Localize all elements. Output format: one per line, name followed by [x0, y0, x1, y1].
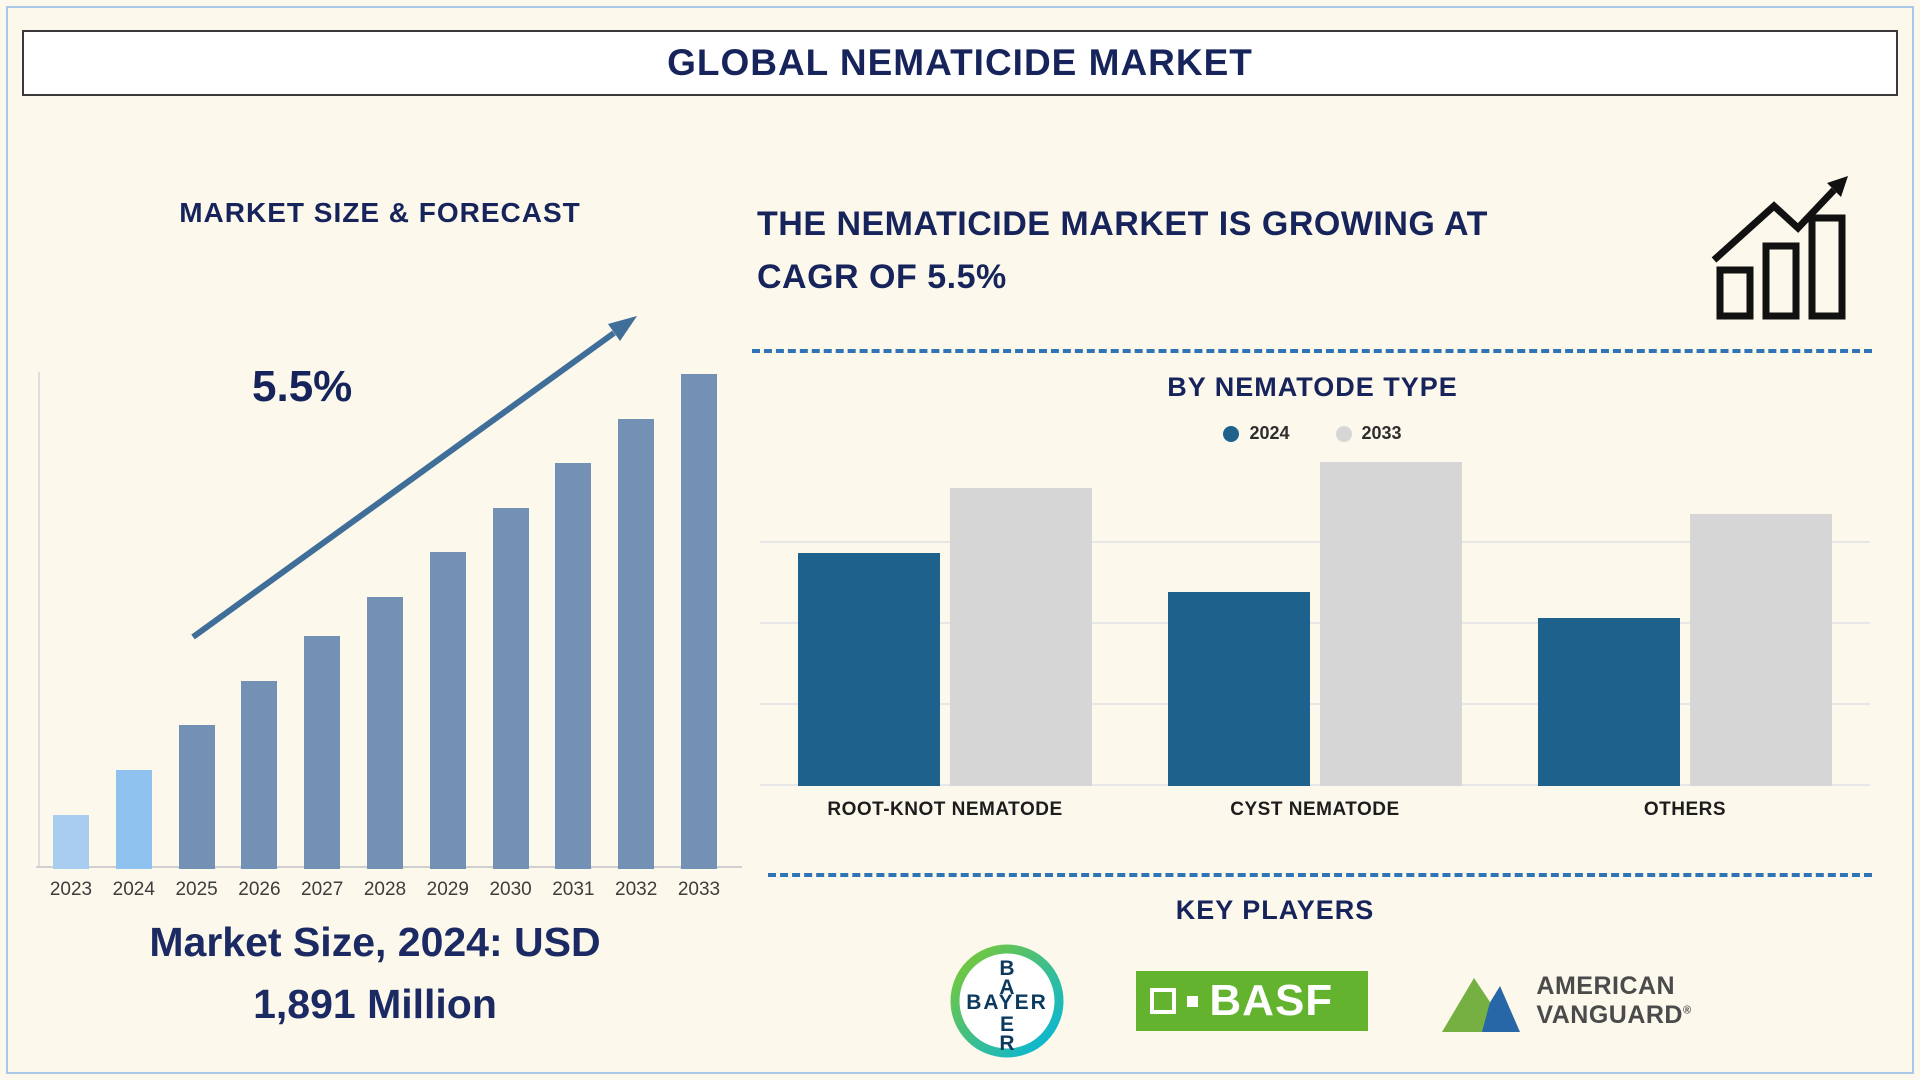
- bayer-letter: R: [1000, 1032, 1015, 1055]
- cagr-headline: THE NEMATICIDE MARKET IS GROWING AT CAGR…: [757, 205, 1488, 296]
- forecast-bar-2028: [366, 597, 403, 869]
- legend-label: 2033: [1361, 423, 1402, 443]
- forecast-year-label: 2032: [615, 879, 658, 900]
- nematode-group-3: OTHERS: [1538, 462, 1832, 834]
- forecast-bar-2031: [555, 463, 592, 869]
- forecast-year-label: 2028: [363, 879, 407, 900]
- nematode-category-label: OTHERS: [1643, 799, 1727, 820]
- legend-dot-icon: [1223, 425, 1240, 442]
- legend-dot-icon: [1335, 425, 1352, 442]
- forecast-heading: MARKET SIZE & FORECAST: [179, 197, 581, 228]
- american-vanguard-logo: AMERICAN VANGUARD®: [1438, 968, 1691, 1034]
- basf-square-icon: [1150, 988, 1177, 1014]
- chart-legend: 2024 2033: [755, 423, 1870, 444]
- forecast-year-label: 2023: [49, 879, 93, 900]
- forecast-bar-group-2033: 2033: [672, 374, 726, 905]
- bar-2033: [1320, 462, 1462, 786]
- forecast-bar-2026: [241, 681, 278, 869]
- forecast-bar-group-2029: 2029: [421, 552, 475, 905]
- header-banner: GLOBAL NEMATICIDE MARKET: [22, 30, 1898, 96]
- forecast-year-label: 2030: [489, 879, 532, 900]
- forecast-bar-group-2027: 2027: [295, 636, 349, 905]
- registered-mark: ®: [1682, 1004, 1692, 1017]
- forecast-bar-2025: [178, 725, 215, 869]
- bayer-letter: A: [1000, 976, 1015, 999]
- forecast-bar-group-2028: 2028: [358, 597, 412, 905]
- bar-2033: [950, 488, 1092, 786]
- amvan-line-2-text: VANGUARD: [1536, 1001, 1683, 1029]
- forecast-bar-chart: 2023 2024 2025 2026 2027 2028 2029 2030 2031 2032…: [40, 372, 730, 905]
- nematode-category-label: ROOT-KNOT NEMATODE: [827, 799, 1063, 820]
- bayer-letter: BAYER: [967, 991, 1049, 1014]
- basf-logo: BASF: [1136, 971, 1369, 1031]
- forecast-bar-2027: [304, 636, 341, 869]
- caption-line-1: Market Size, 2024: USD: [149, 919, 601, 965]
- forecast-year-label: 2033: [677, 879, 721, 900]
- dashed-divider-top: [752, 349, 1872, 353]
- legend-label: 2024: [1249, 423, 1290, 443]
- forecast-bar-2029: [429, 552, 466, 869]
- forecast-bar-group-2024: 2024: [107, 770, 161, 905]
- american-vanguard-mark-icon: [1442, 978, 1521, 1032]
- legend-item-2024: 2024: [1223, 423, 1290, 444]
- forecast-bar-2024: [115, 770, 152, 869]
- page-title: GLOBAL NEMATICIDE MARKET: [667, 42, 1253, 83]
- nematode-group-2: CYST NEMATODE: [1168, 462, 1462, 834]
- bar-2024: [798, 553, 940, 786]
- chart-bar-groups: ROOT-KNOT NEMATODE CYST NEMATODE OTHERS: [760, 462, 1870, 834]
- caption-line-2: 1,891 Million: [253, 980, 497, 1027]
- chart-gridlines: [760, 462, 1870, 786]
- nematode-bars: [1538, 514, 1832, 786]
- nematode-group-1: ROOT-KNOT NEMATODE: [798, 462, 1092, 834]
- bayer-letter: B: [1000, 957, 1015, 980]
- forecast-year-label: 2024: [112, 879, 155, 900]
- bayer-ring-icon: [950, 944, 1064, 1058]
- amvan-line-1: AMERICAN: [1536, 972, 1676, 1001]
- forecast-bar-2033: [680, 374, 717, 869]
- nematode-section-title: BY NEMATODE TYPE: [1167, 372, 1458, 402]
- nematode-bar-chart: ROOT-KNOT NEMATODE CYST NEMATODE OTHERS: [760, 462, 1870, 834]
- forecast-bar-group-2032: 2032: [609, 419, 663, 905]
- forecast-year-label: 2031: [552, 879, 595, 900]
- forecast-y-axis: [38, 372, 40, 868]
- growth-chart-icon: [1711, 176, 1848, 320]
- forecast-bar-group-2031: 2031: [546, 463, 600, 905]
- amvan-line-2: VANGUARD®: [1536, 1001, 1691, 1030]
- forecast-year-label: 2027: [301, 879, 344, 900]
- bar-2024: [1538, 618, 1680, 786]
- nematode-bars: [798, 488, 1092, 786]
- forecast-bar-group-2025: 2025: [170, 725, 224, 905]
- key-players-title: KEY PLAYERS: [1175, 895, 1375, 925]
- forecast-year-label: 2025: [175, 879, 218, 900]
- bar-2033: [1690, 514, 1832, 786]
- forecast-year-label: 2029: [426, 879, 469, 900]
- bayer-letter: E: [1000, 1013, 1014, 1036]
- basf-wordmark: BASF: [1209, 976, 1334, 1025]
- basf-dot-icon: [1187, 995, 1199, 1007]
- nematode-category-label: CYST NEMATODE: [1230, 799, 1400, 820]
- forecast-year-label: 2026: [238, 879, 281, 900]
- forecast-bar-group-2026: 2026: [232, 681, 286, 905]
- bar-2024: [1168, 592, 1310, 786]
- market-size-caption: Market Size, 2024: USD 1,891 Million: [20, 912, 730, 1035]
- forecast-bar-2023: [53, 815, 89, 869]
- forecast-bar-group-2030: 2030: [484, 508, 538, 905]
- growth-arrow-icon: [191, 316, 637, 640]
- legend-item-2033: 2033: [1335, 423, 1402, 444]
- forecast-bar-2032: [618, 419, 655, 869]
- key-players-logos: BAYER B A E R BASF AMERICAN VANGUARD®: [820, 940, 1820, 1062]
- cagr-value-label: 5.5%: [252, 362, 353, 411]
- forecast-bar-group-2023: 2023: [44, 815, 98, 905]
- nematode-bars: [1168, 462, 1462, 786]
- american-vanguard-wordmark: AMERICAN VANGUARD®: [1536, 972, 1691, 1030]
- forecast-bar-2030: [492, 508, 529, 869]
- dashed-divider-bottom: [768, 873, 1872, 877]
